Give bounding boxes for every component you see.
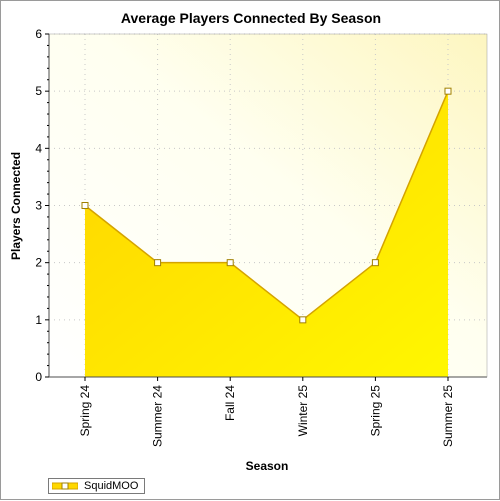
x-tick-label: Spring 25 bbox=[368, 385, 382, 437]
legend: SquidMOO bbox=[48, 478, 146, 494]
data-point-winter-25 bbox=[299, 316, 307, 324]
y-tick-label: 3 bbox=[35, 199, 42, 213]
y-tick-labels: 0 1 2 3 4 5 6 bbox=[35, 27, 42, 384]
series-line-squidmoo bbox=[84, 90, 449, 321]
data-point-summer-24 bbox=[154, 259, 162, 267]
data-point-spring-25 bbox=[371, 259, 379, 267]
data-point-summer-25 bbox=[444, 87, 452, 95]
data-point-fall-24 bbox=[226, 259, 234, 267]
y-tick-label: 2 bbox=[35, 256, 42, 270]
chart-title: Average Players Connected By Season bbox=[121, 10, 381, 26]
legend-swatch-squidmoo bbox=[52, 481, 78, 491]
x-tick-label: Winter 25 bbox=[296, 385, 310, 437]
data-point-spring-24 bbox=[81, 202, 89, 209]
y-axis-title: Players Connected bbox=[9, 152, 23, 260]
x-tick-labels: Spring 24 Summer 24 Fall 24 Winter 25 Spring… bbox=[78, 385, 455, 447]
x-axis-title: Season bbox=[246, 459, 289, 473]
x-tick-label: Fall 24 bbox=[223, 385, 237, 421]
y-tick-label: 4 bbox=[35, 141, 42, 155]
y-tick-label: 5 bbox=[35, 84, 42, 98]
legend-label: SquidMOO bbox=[84, 480, 139, 492]
x-tick-label: Summer 25 bbox=[441, 385, 455, 447]
y-tick-label: 0 bbox=[35, 370, 42, 384]
x-tick-label: Spring 24 bbox=[78, 385, 92, 437]
x-tick-label: Summer 24 bbox=[151, 385, 165, 447]
axes bbox=[45, 33, 488, 381]
y-tick-label: 1 bbox=[35, 313, 42, 327]
data-points bbox=[81, 87, 452, 324]
series-area-squidmoo bbox=[85, 91, 448, 378]
y-tick-label: 6 bbox=[35, 27, 42, 41]
